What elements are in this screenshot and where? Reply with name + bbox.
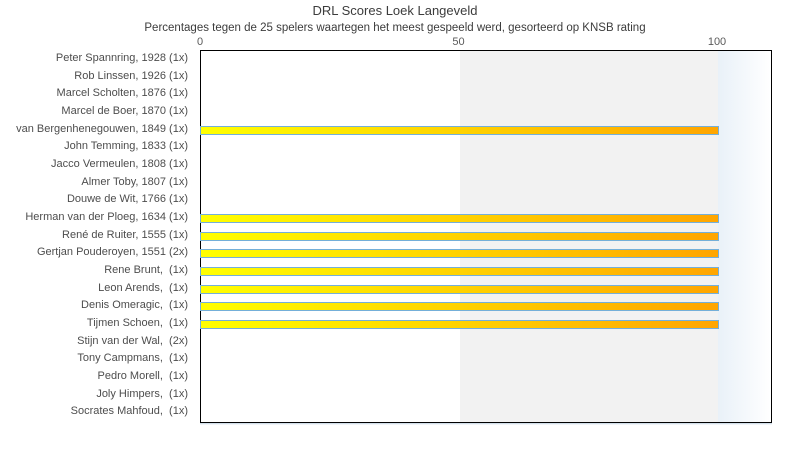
chart-title: DRL Scores Loek Langeveld bbox=[312, 3, 478, 18]
category-label: Rob Linssen, 1926 (1x) bbox=[74, 69, 188, 82]
y-axis-labels: Peter Spannring, 1928 (1x) Rob Linssen, 1… bbox=[0, 50, 194, 421]
bar[interactable] bbox=[200, 319, 719, 329]
category-label: Jacco Vermeulen, 1808 (1x) bbox=[51, 158, 188, 170]
category-label: Joly Himpers, (1x) bbox=[96, 387, 188, 400]
category-label: John Temming, 1833 (1x) bbox=[64, 140, 188, 153]
plot-band-fade bbox=[718, 51, 771, 422]
category-label: Herman van der Ploeg, 1634 (1x) bbox=[25, 211, 188, 223]
category-label: Denis Omeragic, (1x) bbox=[81, 299, 188, 312]
bar[interactable] bbox=[200, 249, 719, 259]
category-label: Tony Campmans, (1x) bbox=[77, 352, 188, 365]
x-axis-tick-label: 100 bbox=[707, 36, 727, 48]
category-label: Rene Brunt, (1x) bbox=[104, 264, 188, 276]
plot-bottom-shadow bbox=[200, 423, 772, 425]
category-label: Peter Spannring, 1928 (1x) bbox=[55, 52, 188, 64]
bar[interactable] bbox=[200, 284, 719, 294]
chart-subtitle: Percentages tegen de 25 spelers waartege… bbox=[144, 22, 646, 34]
bar[interactable] bbox=[200, 125, 719, 135]
x-axis-tick-label: 50 bbox=[452, 36, 465, 48]
category-label: Pedro Morell, (1x) bbox=[97, 370, 188, 382]
category-label: Almer Toby, 1807 (1x) bbox=[81, 175, 188, 188]
category-label: van Bergenhenegouwen, 1849 (1x) bbox=[16, 122, 188, 135]
bar[interactable] bbox=[200, 266, 719, 276]
plot-area bbox=[200, 50, 772, 423]
category-label: Stijn van der Wal, (2x) bbox=[77, 334, 188, 347]
category-label: Tijmen Schoen, (1x) bbox=[86, 317, 188, 329]
category-label: Leon Arends, (1x) bbox=[98, 281, 188, 294]
x-axis-tick-label: 0 bbox=[196, 36, 204, 48]
bar[interactable] bbox=[200, 302, 719, 312]
bar[interactable] bbox=[200, 213, 719, 223]
bar[interactable] bbox=[200, 231, 719, 241]
x-axis: 0 50 100 bbox=[196, 36, 770, 49]
category-label: Gertjan Pouderoyen, 1551 (2x) bbox=[36, 246, 188, 259]
category-label: Marcel de Boer, 1870 (1x) bbox=[61, 105, 188, 117]
category-label: Socrates Mahfoud, (1x) bbox=[70, 405, 188, 418]
category-label: Douwe de Wit, 1766 (1x) bbox=[66, 193, 188, 206]
category-label: Marcel Scholten, 1876 (1x) bbox=[56, 87, 188, 100]
category-label: René de Ruiter, 1555 (1x) bbox=[62, 228, 188, 241]
